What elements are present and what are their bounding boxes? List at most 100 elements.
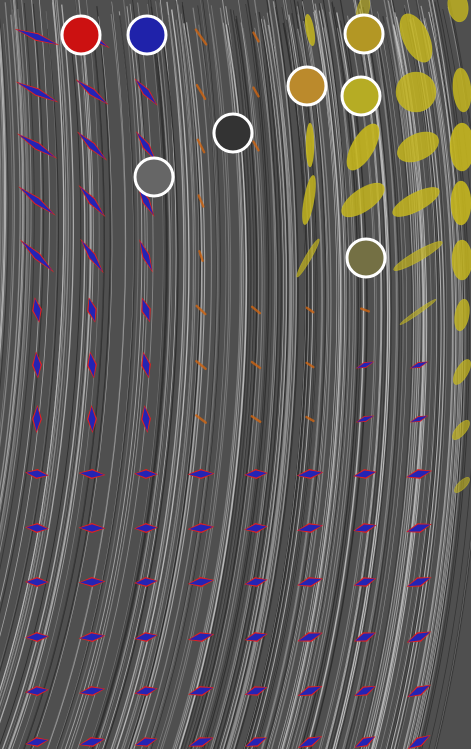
streamline (110, 1, 185, 749)
streamline (226, 0, 292, 749)
streamline (0, 27, 7, 360)
streamline (403, 24, 455, 749)
streamline (129, 23, 203, 749)
streamline (363, 17, 417, 749)
tensor-glyph (353, 469, 377, 479)
swatch-olive[interactable] (345, 237, 387, 279)
swatch-yellow-circle[interactable] (340, 75, 382, 117)
glyph-lobe (19, 134, 55, 158)
ellipse-glyph (451, 239, 471, 281)
tensor-glyph (78, 523, 106, 533)
tensor-glyph (187, 686, 215, 696)
streamline (0, 0, 32, 554)
streamline (91, 14, 167, 749)
streamline (344, 3, 400, 749)
swatch-mid-gray[interactable] (133, 156, 175, 198)
streamline (0, 17, 30, 542)
streamline (0, 28, 59, 673)
glyph-lobe (88, 353, 96, 377)
tensor-glyph (360, 307, 370, 313)
streamline (5, 0, 88, 749)
ellipse-glyph (395, 71, 437, 113)
glyph-lobe (189, 738, 213, 746)
ellipse-glyph (346, 123, 380, 171)
tensor-glyph (297, 632, 323, 642)
glyph-lobe (88, 406, 96, 432)
swatch-blue[interactable] (126, 14, 168, 56)
tensor-glyph (194, 28, 208, 46)
streamline (219, 18, 284, 749)
streamline (7, 24, 91, 749)
tensor-glyph (16, 133, 58, 159)
ellipse-glyph (305, 122, 315, 168)
swatch-yellow[interactable] (340, 75, 382, 117)
streamline (349, 17, 404, 749)
tensor-glyph (25, 523, 49, 533)
swatch-blue-circle[interactable] (126, 14, 168, 56)
glyph-lobe (408, 735, 430, 749)
ellipse-glyph (392, 187, 440, 217)
tensor-glyph (296, 523, 324, 533)
streamline (0, 0, 66, 697)
tensor-glyph (78, 632, 106, 642)
tensor-glyph (78, 577, 106, 587)
streamline (393, 17, 445, 749)
tensor-glyph (134, 469, 158, 479)
tensor-glyph (355, 361, 375, 369)
swatch-orange-circle[interactable] (286, 65, 328, 107)
streamline (245, 26, 309, 749)
glyph-lobe (33, 406, 41, 432)
ellipse-glyph (452, 419, 470, 441)
ellipse-glyph (302, 175, 316, 225)
streamline (359, 15, 414, 749)
glyph-lobe (26, 524, 48, 532)
color-swatch-layer[interactable] (60, 13, 387, 279)
tensor-glyph (305, 361, 315, 369)
streamline (23, 16, 105, 749)
streamline (0, 0, 25, 513)
tensor-glyph (197, 194, 205, 208)
swatch-dark-gray[interactable] (212, 112, 254, 154)
streamline (148, 0, 219, 749)
swatch-olive-circle[interactable] (345, 237, 387, 279)
swatch-mustard[interactable] (343, 13, 385, 55)
streamline (0, 9, 28, 535)
tensor-glyph (25, 469, 49, 479)
glyph-lobe (135, 738, 157, 746)
tensor-glyph (305, 306, 315, 314)
swatch-mustard-circle[interactable] (343, 13, 385, 55)
streamline (248, 19, 311, 749)
streamline (1, 28, 86, 749)
swatch-mid-gray-circle[interactable] (133, 156, 175, 198)
swatch-orange[interactable] (286, 65, 328, 107)
tensor-glyph (87, 405, 97, 433)
glyph-lobe (142, 353, 150, 377)
tensor-glyph (134, 632, 158, 642)
streamline (209, 0, 276, 749)
streamline (183, 9, 252, 749)
streamline (0, 0, 25, 514)
swatch-red[interactable] (60, 14, 102, 56)
streamline (161, 5, 232, 749)
tensor-glyph (32, 405, 42, 433)
glyph-lobe (80, 524, 104, 532)
swatch-red-circle[interactable] (60, 14, 102, 56)
streamline (32, 16, 113, 749)
streamline (281, 10, 342, 749)
tensor-glyph (87, 297, 97, 323)
streamline (121, 19, 195, 749)
glyph-lobe (407, 470, 431, 478)
glyph-lobe (18, 82, 56, 102)
streamline (0, 2, 15, 448)
tensor-glyph (407, 684, 431, 698)
tensor-glyph (188, 737, 214, 747)
glyph-lobe (407, 577, 431, 587)
streamline (8, 0, 92, 749)
glyph-lobe (408, 685, 430, 697)
streamline (47, 1, 127, 749)
tensor-glyph (135, 131, 157, 161)
swatch-dark-gray-circle[interactable] (212, 112, 254, 154)
glyph-lobe (354, 578, 376, 586)
tensor-glyph (244, 523, 268, 533)
streamline (343, 18, 399, 749)
